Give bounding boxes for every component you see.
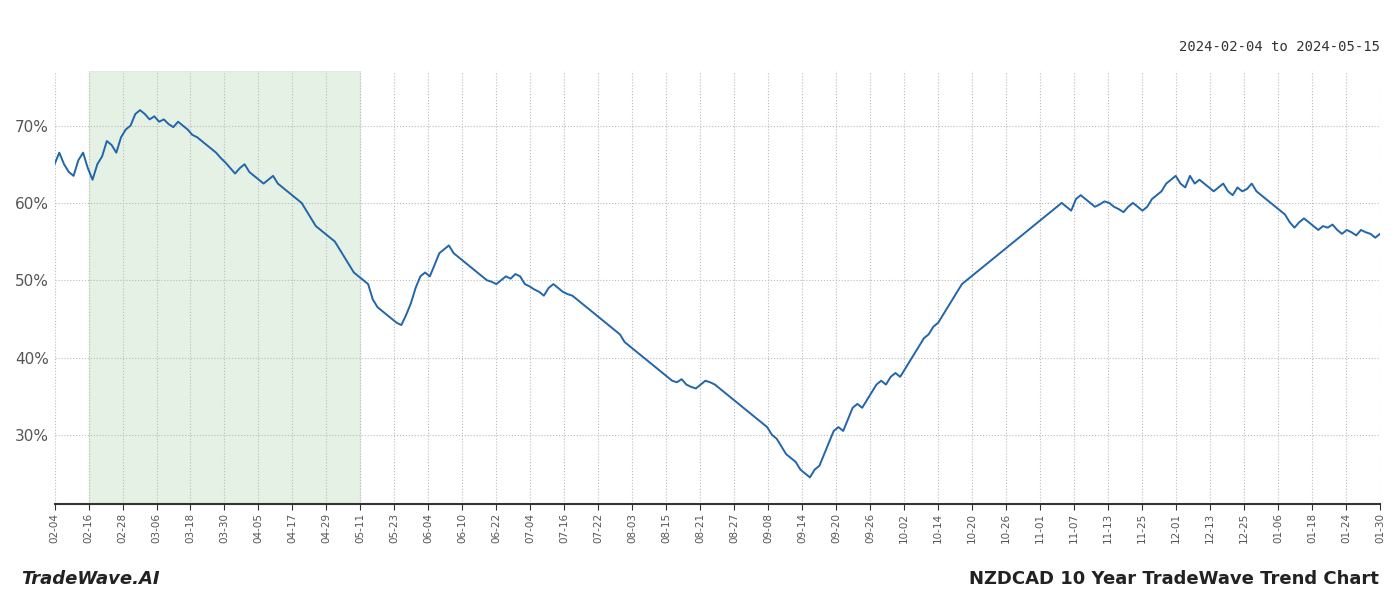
Bar	[88, 71, 360, 505]
Text: TradeWave.AI: TradeWave.AI	[21, 570, 160, 588]
Text: 2024-02-04 to 2024-05-15: 2024-02-04 to 2024-05-15	[1179, 40, 1380, 54]
Text: NZDCAD 10 Year TradeWave Trend Chart: NZDCAD 10 Year TradeWave Trend Chart	[969, 570, 1379, 588]
